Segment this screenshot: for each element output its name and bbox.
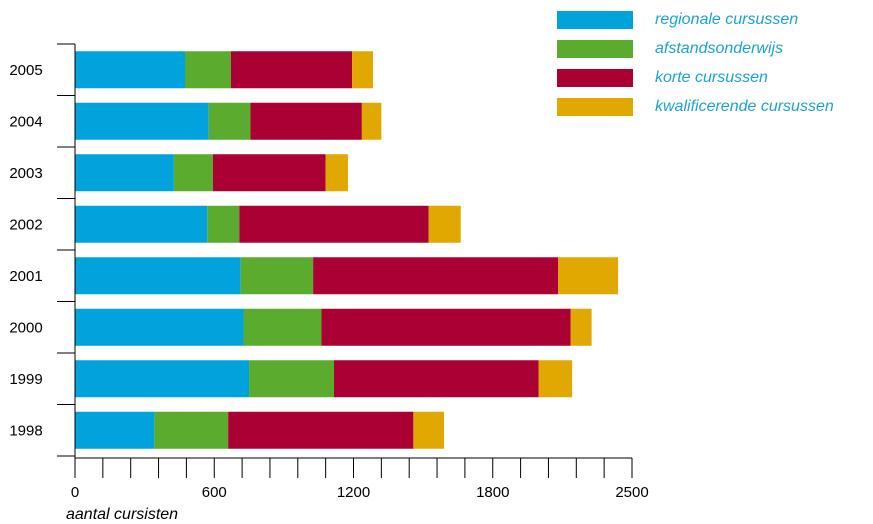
bar-2001-series-1	[240, 257, 314, 295]
bar-1998-series-1	[154, 411, 229, 449]
bar-2003-series-1	[173, 154, 213, 192]
legend-swatch-0	[557, 11, 633, 29]
x-tick-label-1200: 1200	[337, 484, 370, 501]
x-tick-label-0: 0	[71, 484, 79, 501]
bar-2004-series-0	[75, 102, 209, 140]
bar-2003-series-2	[212, 154, 326, 192]
bar-2005-series-1	[185, 51, 231, 89]
bar-2004-series-1	[208, 102, 251, 140]
bar-1998-series-3	[413, 411, 445, 449]
y-tick-label-2003: 2003	[9, 165, 42, 182]
y-tick-label-1999: 1999	[9, 371, 42, 388]
bar-2003-series-0	[75, 154, 174, 192]
legend-swatch-3	[557, 98, 633, 116]
bar-1999-series-0	[75, 360, 250, 398]
legend-label-0: regionale cursussen	[655, 11, 798, 28]
bar-2000-series-1	[243, 308, 322, 346]
y-tick-label-2001: 2001	[9, 268, 42, 285]
bar-2001-series-3	[558, 257, 619, 295]
y-tick-label-2000: 2000	[9, 319, 42, 336]
bar-2004-series-2	[250, 102, 362, 140]
bar-2002-series-2	[239, 205, 429, 243]
bar-2005-series-3	[352, 51, 373, 89]
legend-label-2: korte cursussen	[655, 69, 768, 86]
y-tick-label-2002: 2002	[9, 216, 42, 233]
y-tick-label-2004: 2004	[9, 113, 42, 130]
bar-2001-series-2	[313, 257, 559, 295]
legend: regionale cursussen afstandsonderwijs kort…	[557, 11, 834, 116]
legend-swatch-2	[557, 69, 633, 87]
bar-2002-series-3	[428, 205, 461, 243]
y-tick-label-2005: 2005	[9, 62, 42, 79]
x-axis-label: aantal cursisten	[66, 506, 178, 523]
bar-2003-series-3	[325, 154, 348, 192]
legend-label-1: afstandsonderwijs	[655, 40, 783, 57]
bar-2005-series-2	[230, 51, 353, 89]
x-tick-label-1800: 1800	[476, 484, 509, 501]
bar-2000-series-3	[570, 308, 592, 346]
x-tick-label-2500: 2500	[615, 484, 648, 501]
bar-2004-series-3	[361, 102, 382, 140]
bar-2005-series-0	[75, 51, 186, 89]
bars-group	[75, 51, 619, 449]
bar-2002-series-1	[207, 205, 240, 243]
legend-swatch-1	[557, 40, 633, 58]
bar-2002-series-0	[75, 205, 208, 243]
bar-1999-series-3	[538, 360, 573, 398]
bar-2000-series-2	[321, 308, 571, 346]
bar-1998-series-0	[75, 411, 155, 449]
x-axis: 0 600 1200 1800 2500	[71, 457, 649, 501]
bar-2001-series-0	[75, 257, 241, 295]
bar-1999-series-2	[334, 360, 539, 398]
x-tick-label-600: 600	[202, 484, 227, 501]
y-tick-label-1998: 1998	[9, 422, 42, 439]
bar-1999-series-1	[249, 360, 335, 398]
bar-2000-series-0	[75, 308, 244, 346]
y-axis: 2005 2004 2003 2002 2001 2000 1999 1998	[9, 43, 76, 458]
legend-label-3: kwalificerende cursussen	[655, 98, 834, 115]
bar-1998-series-2	[228, 411, 414, 449]
